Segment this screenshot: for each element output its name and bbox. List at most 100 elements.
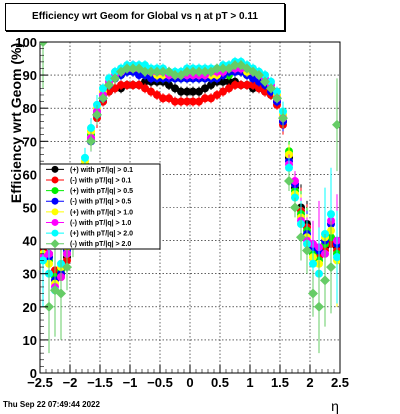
data-point xyxy=(56,288,66,299)
x-tick-label: −2 xyxy=(63,375,78,390)
data-point xyxy=(159,94,167,103)
legend-label: (-) with pT/|q| > 1.0 xyxy=(70,220,131,227)
data-point xyxy=(237,81,245,90)
data-point xyxy=(296,232,306,243)
data-point xyxy=(183,97,191,106)
legend-item: (+) with pT/|q| > 0.1 xyxy=(46,165,133,174)
series xyxy=(40,42,340,354)
y-tick-label: 30 xyxy=(23,267,37,282)
y-tick-label: 50 xyxy=(23,201,37,216)
data-point xyxy=(177,97,185,106)
legend-label: (+) with pT/|q| > 0.5 xyxy=(70,188,133,195)
data-point xyxy=(51,229,59,237)
data-point xyxy=(51,208,59,216)
data-point xyxy=(51,165,59,173)
data-point xyxy=(189,97,197,106)
data-point xyxy=(105,74,113,83)
data-point xyxy=(249,81,257,90)
legend-label: (-) with pT/|q| > 2.0 xyxy=(70,241,131,248)
data-point xyxy=(182,66,192,77)
y-axis-label: Efficiency wrt Geom (%) xyxy=(8,43,24,203)
data-point xyxy=(230,60,240,71)
legend-box xyxy=(39,163,161,250)
data-point xyxy=(98,93,108,104)
data-point xyxy=(195,87,203,96)
x-tick-label: 2.5 xyxy=(331,375,349,390)
data-point xyxy=(266,83,276,94)
data-point xyxy=(254,70,264,81)
data-point xyxy=(278,113,288,124)
data-point xyxy=(285,163,293,172)
x-tick-label: −1.5 xyxy=(87,375,113,390)
data-point xyxy=(207,81,215,90)
legend-item: (-) with pT/|q| > 1.0 xyxy=(46,218,131,227)
x-tick-label: 0.5 xyxy=(211,375,229,390)
y-tick-label: 0 xyxy=(30,366,37,381)
data-point xyxy=(207,94,215,103)
data-point xyxy=(111,84,119,93)
data-point xyxy=(177,87,185,96)
legend-label: (+) with pT/|q| > 0.1 xyxy=(70,167,133,174)
data-point xyxy=(290,202,300,213)
data-point xyxy=(314,301,324,312)
data-point xyxy=(122,63,132,74)
legend-item: (-) with pT/|q| > 2.0 xyxy=(46,239,131,249)
data-point xyxy=(195,97,203,106)
timestamp: Thu Sep 22 07:49:44 2022 xyxy=(3,400,100,409)
data-point xyxy=(135,71,143,80)
data-point xyxy=(332,119,340,130)
data-point xyxy=(249,74,257,83)
legend-label: (+) with pT/|q| > 1.0 xyxy=(70,209,133,216)
data-point xyxy=(201,94,209,103)
data-point xyxy=(105,87,113,96)
data-point xyxy=(171,97,179,106)
data-point xyxy=(273,87,281,96)
data-point xyxy=(255,77,263,86)
data-point xyxy=(189,87,197,96)
data-point xyxy=(153,90,161,99)
data-point xyxy=(99,84,107,93)
data-point xyxy=(243,81,251,90)
legend-item: (-) with pT/|q| > 0.1 xyxy=(46,176,131,184)
data-point xyxy=(213,90,221,99)
data-point xyxy=(284,176,294,187)
legend-item: (+) with pT/|q| > 0.5 xyxy=(46,187,133,195)
data-point xyxy=(170,70,180,81)
x-axis-label: η xyxy=(331,398,339,414)
y-tick-label: 10 xyxy=(23,333,37,348)
y-tick-label: 100 xyxy=(15,35,37,50)
data-point xyxy=(261,87,269,96)
data-point xyxy=(141,61,149,70)
data-point xyxy=(92,109,102,120)
data-point xyxy=(302,245,312,256)
data-point xyxy=(326,262,336,273)
data-point xyxy=(104,80,114,91)
data-point xyxy=(50,239,60,249)
data-point xyxy=(219,77,227,86)
data-point xyxy=(212,63,222,74)
data-point xyxy=(51,176,59,184)
x-tick-label: 2 xyxy=(306,375,313,390)
data-point xyxy=(309,259,317,268)
data-point xyxy=(147,74,155,83)
y-tick-label: 90 xyxy=(23,68,37,83)
data-point xyxy=(201,84,209,93)
legend-item: (+) with pT/|q| > 1.0 xyxy=(46,208,133,216)
data-point xyxy=(225,77,233,86)
data-point xyxy=(141,84,149,93)
data-point xyxy=(140,66,150,77)
chart-title: Efficiency wrt Geom for Global vs η at p… xyxy=(32,11,258,22)
data-point xyxy=(128,63,138,74)
data-point xyxy=(141,77,149,86)
x-tick-label: −0.5 xyxy=(147,375,173,390)
data-point xyxy=(218,63,228,74)
data-point xyxy=(51,197,59,205)
data-point xyxy=(327,210,335,219)
data-point xyxy=(165,81,173,90)
data-point xyxy=(81,153,89,162)
x-tick-label: 0 xyxy=(186,375,193,390)
data-point xyxy=(219,87,227,96)
y-tick-label: 40 xyxy=(23,234,37,249)
legend-label: (+) with pT/|q| > 2.0 xyxy=(70,231,133,238)
data-point xyxy=(87,124,95,133)
